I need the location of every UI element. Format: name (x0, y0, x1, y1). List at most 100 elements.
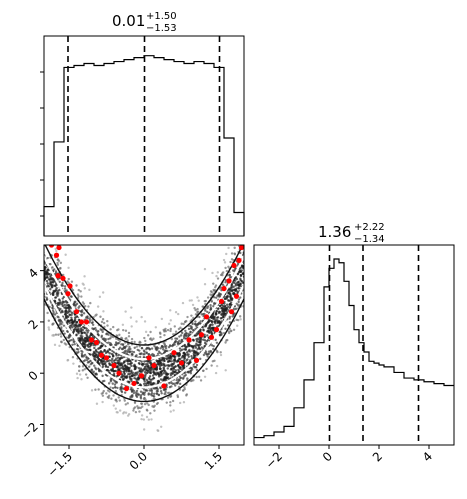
density-point (82, 359, 85, 363)
density-point (204, 309, 207, 312)
density-point (169, 319, 172, 322)
density-point (250, 219, 252, 221)
density-point (91, 327, 94, 330)
density-point (172, 333, 175, 336)
density-point (99, 349, 103, 353)
density-point (206, 355, 209, 358)
density-point (233, 246, 236, 250)
density-point (41, 273, 43, 275)
density-point (145, 346, 149, 350)
density-point (128, 366, 131, 370)
density-point (206, 321, 210, 324)
density-point (73, 342, 76, 346)
density-point (126, 380, 129, 383)
density-point (39, 251, 41, 253)
density-point (72, 303, 76, 307)
density-point (203, 339, 207, 342)
density-point (115, 343, 118, 347)
density-point (246, 267, 248, 269)
density-point (33, 252, 35, 254)
density-point (159, 425, 163, 428)
density-point (135, 389, 139, 393)
density-point (133, 346, 136, 349)
density-point (198, 315, 201, 319)
density-point (167, 364, 170, 367)
density-point (244, 243, 246, 245)
density-point (46, 276, 49, 279)
density-point (149, 412, 152, 415)
density-point (124, 411, 128, 414)
density-point (249, 234, 251, 236)
density-point (133, 365, 137, 369)
density-point (108, 359, 111, 362)
density-point (56, 258, 59, 261)
density-point (120, 336, 123, 340)
density-point (127, 343, 130, 346)
density-point (143, 360, 146, 363)
density-point (182, 401, 186, 404)
density-point (102, 338, 105, 341)
density-point (144, 373, 147, 377)
density-point (37, 246, 39, 248)
density-point (214, 371, 218, 375)
density-point (214, 311, 218, 314)
density-point (143, 375, 147, 378)
density-point (38, 268, 40, 270)
density-point (220, 331, 223, 335)
density-point (38, 256, 40, 258)
density-point (222, 306, 225, 309)
density-point (180, 340, 183, 344)
density-point (178, 347, 182, 350)
density-point (234, 276, 238, 279)
contour-line (44, 297, 244, 403)
density-point (40, 245, 42, 247)
density-point (67, 277, 70, 281)
density-point (97, 333, 100, 337)
density-point (165, 371, 168, 375)
x-tick-label: 0 (320, 449, 335, 464)
density-point (75, 320, 79, 324)
density-point (195, 338, 198, 341)
density-point (126, 358, 129, 361)
density-point (80, 353, 84, 357)
density-point (76, 325, 79, 328)
density-point (57, 333, 60, 336)
density-point (195, 363, 199, 367)
density-point (205, 340, 209, 343)
density-point (89, 348, 92, 352)
density-point (189, 330, 192, 334)
density-point (192, 379, 195, 382)
density-point (147, 347, 150, 350)
density-point (39, 259, 41, 261)
density-point (233, 253, 237, 256)
density-point (221, 283, 225, 286)
density-point (92, 352, 95, 355)
density-point (183, 333, 186, 337)
density-point (216, 271, 219, 274)
density-point (246, 259, 248, 261)
density-point (242, 242, 244, 244)
density-point (112, 370, 115, 373)
density-point (248, 255, 250, 257)
density-point (149, 330, 152, 334)
density-point (197, 375, 201, 379)
density-point (79, 290, 82, 293)
density-point (44, 273, 47, 276)
density-point (80, 327, 83, 330)
density-point (39, 257, 41, 259)
density-point (155, 348, 158, 352)
density-point (239, 273, 243, 277)
density-point (137, 361, 141, 365)
density-point (35, 256, 37, 258)
density-point (78, 365, 81, 368)
density-point (183, 343, 187, 347)
density-point (111, 357, 114, 361)
density-point (122, 328, 125, 332)
density-point (111, 386, 115, 390)
density-point (251, 253, 253, 255)
density-point (78, 373, 82, 376)
density-point (63, 300, 66, 304)
density-point (132, 409, 135, 412)
density-point (137, 406, 141, 409)
density-point (54, 296, 58, 299)
